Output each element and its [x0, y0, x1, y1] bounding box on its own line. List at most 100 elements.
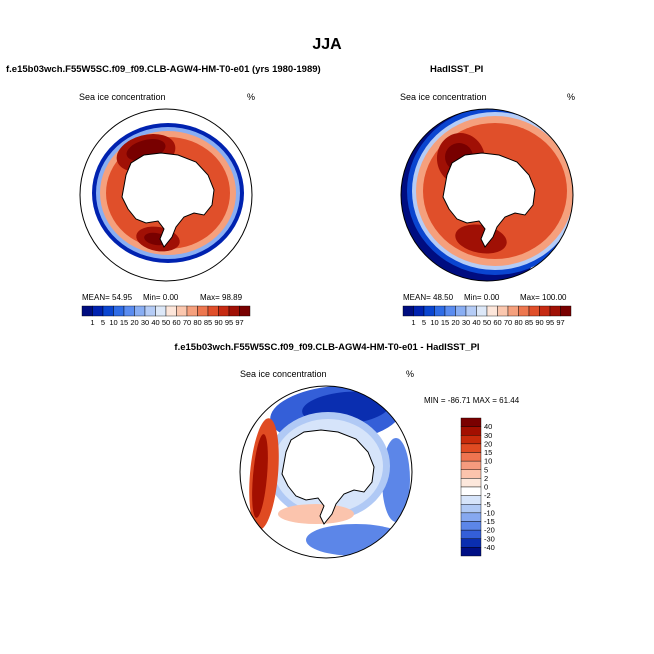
right-colorbar-label: 40 [472, 318, 480, 327]
left-colorbar-swatch [123, 305, 135, 317]
left-colorbar-swatch [197, 305, 209, 317]
left-colorbar-label: 5 [101, 318, 105, 327]
right-colorbar: 1 5 10 15 20 30 40 50 60 70 80 85 90 95 97 [402, 305, 572, 327]
left-mean-stat: MEAN= 54.95 [82, 293, 133, 302]
right-colorbar-label: 80 [514, 318, 522, 327]
left-min-stat: Min= 0.00 [143, 293, 179, 302]
left-colorbar-swatch [228, 305, 240, 317]
right-colorbar-swatch [465, 305, 477, 317]
diff-colorbar-label: -10 [484, 508, 495, 517]
left-colorbar-swatch [186, 305, 198, 317]
diff-colorbar-label: -5 [484, 500, 491, 509]
right-colorbar-swatch [402, 305, 414, 317]
diff-colorbar-swatch [460, 504, 482, 514]
right-colorbar-swatch [423, 305, 435, 317]
left-antarctica-landmass [121, 152, 215, 248]
right-colorbar-swatch [444, 305, 456, 317]
diff-units-label: % [406, 369, 415, 379]
left-colorbar-swatch [113, 305, 125, 317]
left-colorbar-label: 60 [172, 318, 180, 327]
left-colorbar-swatch [176, 305, 188, 317]
left-colorbar-label: 20 [130, 318, 138, 327]
diff-antarctica-landmass [281, 429, 375, 525]
diff-colorbar-swatch [460, 538, 482, 548]
diff-colorbar-label: 20 [484, 439, 492, 448]
left-colorbar-label: 40 [151, 318, 159, 327]
diff-colorbar-swatch [460, 521, 482, 531]
diff-colorbar-label: 5 [484, 465, 488, 474]
right-colorbar-swatch [486, 305, 498, 317]
right-colorbar-swatch [455, 305, 467, 317]
right-min-stat: Min= 0.00 [464, 293, 500, 302]
left-colorbar-swatch [144, 305, 156, 317]
right-antarctica-landmass [442, 152, 536, 248]
right-colorbar-label: 70 [504, 318, 512, 327]
diff-panel-title: f.e15b03wch.F55W5SC.f09_f09.CLB-AGW4-HM-… [174, 342, 480, 353]
left-colorbar-label: 80 [193, 318, 201, 327]
diff-colorbar-label: -20 [484, 526, 495, 535]
diff-colorbar-swatch [460, 478, 482, 488]
diff-positive-west-inner [252, 434, 268, 518]
left-colorbar-swatch [134, 305, 146, 317]
right-colorbar-swatch [539, 305, 551, 317]
right-units-label: % [567, 92, 576, 102]
left-colorbar-swatch [102, 305, 114, 317]
diff-colorbar-swatch [460, 469, 482, 479]
right-variable-label: Sea ice concentration [400, 92, 487, 102]
right-colorbar-swatch [507, 305, 519, 317]
diff-colorbar-label: 15 [484, 448, 492, 457]
diff-colorbar-swatch [460, 460, 482, 470]
left-colorbar-label: 15 [120, 318, 128, 327]
right-colorbar-swatch [518, 305, 530, 317]
left-colorbar-swatch [155, 305, 167, 317]
right-colorbar-label: 50 [483, 318, 491, 327]
right-colorbar-swatch [528, 305, 540, 317]
left-colorbar-swatch [207, 305, 219, 317]
right-colorbar-label: 60 [493, 318, 501, 327]
diff-colorbar-swatch [460, 426, 482, 436]
left-colorbar: 1 5 10 15 20 30 40 50 60 70 80 85 90 95 97 [81, 305, 251, 327]
left-colorbar-label: 50 [162, 318, 170, 327]
diff-colorbar-label: 0 [484, 483, 488, 492]
right-colorbar-label: 15 [441, 318, 449, 327]
diff-colorbar-label: -40 [484, 543, 495, 552]
left-units-label: % [247, 92, 256, 102]
right-colorbar-label: 20 [451, 318, 459, 327]
left-colorbar-swatch [165, 305, 177, 317]
left-colorbar-swatch [81, 305, 93, 317]
left-colorbar-label: 30 [141, 318, 149, 327]
right-colorbar-swatch [413, 305, 425, 317]
right-colorbar-swatch [476, 305, 488, 317]
diff-colorbar-swatch [460, 529, 482, 539]
left-colorbar-label: 97 [235, 318, 243, 327]
right-colorbar-swatch [549, 305, 561, 317]
left-variable-label: Sea ice concentration [79, 92, 166, 102]
left-max-stat: Max= 98.89 [200, 293, 243, 302]
diff-colorbar-swatch [460, 495, 482, 505]
diff-colorbar-swatch [460, 547, 482, 557]
left-colorbar-label: 10 [109, 318, 117, 327]
right-max-stat: Max= 100.00 [520, 293, 567, 302]
left-colorbar-label: 1 [90, 318, 94, 327]
right-mean-stat: MEAN= 48.50 [403, 293, 454, 302]
left-colorbar-label: 90 [214, 318, 222, 327]
diff-minmax-stat: MIN = -86.71 MAX = 61.44 [424, 396, 520, 405]
diff-colorbar-swatch [460, 443, 482, 453]
left-map-boundary [79, 108, 253, 282]
diff-colorbar-label: 30 [484, 431, 492, 440]
diff-colorbar-swatch [460, 417, 482, 427]
diff-variable-label: Sea ice concentration [240, 369, 327, 379]
right-colorbar-label: 10 [430, 318, 438, 327]
diff-colorbar-label: 2 [484, 474, 488, 483]
diff-colorbar-swatch [460, 452, 482, 462]
right-colorbar-swatch [434, 305, 446, 317]
right-colorbar-label: 30 [462, 318, 470, 327]
diff-positive-south [278, 504, 354, 524]
diff-colorbar-label: -2 [484, 491, 491, 500]
left-colorbar-label: 70 [183, 318, 191, 327]
diff-map-boundary [239, 385, 413, 559]
diff-colorbar-swatch [460, 486, 482, 496]
right-panel-title: HadISST_PI [430, 64, 484, 75]
